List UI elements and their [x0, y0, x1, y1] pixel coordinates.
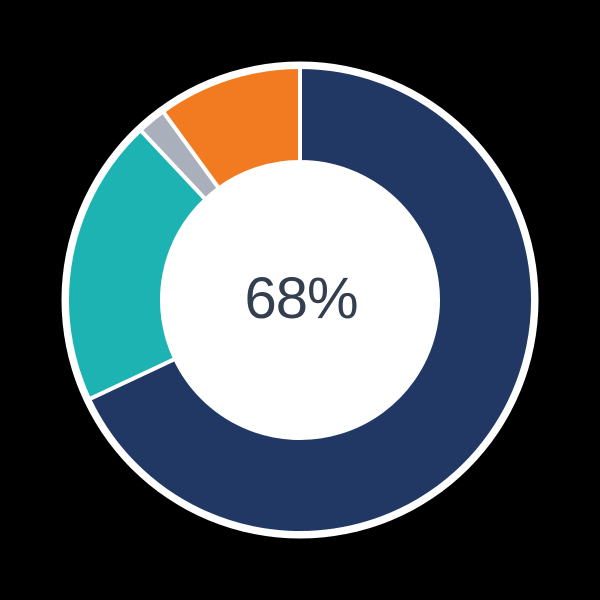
donut-hole: [162, 162, 438, 438]
donut-segment-teal: [65, 127, 209, 402]
center-percentage-label: 68%: [244, 266, 357, 331]
